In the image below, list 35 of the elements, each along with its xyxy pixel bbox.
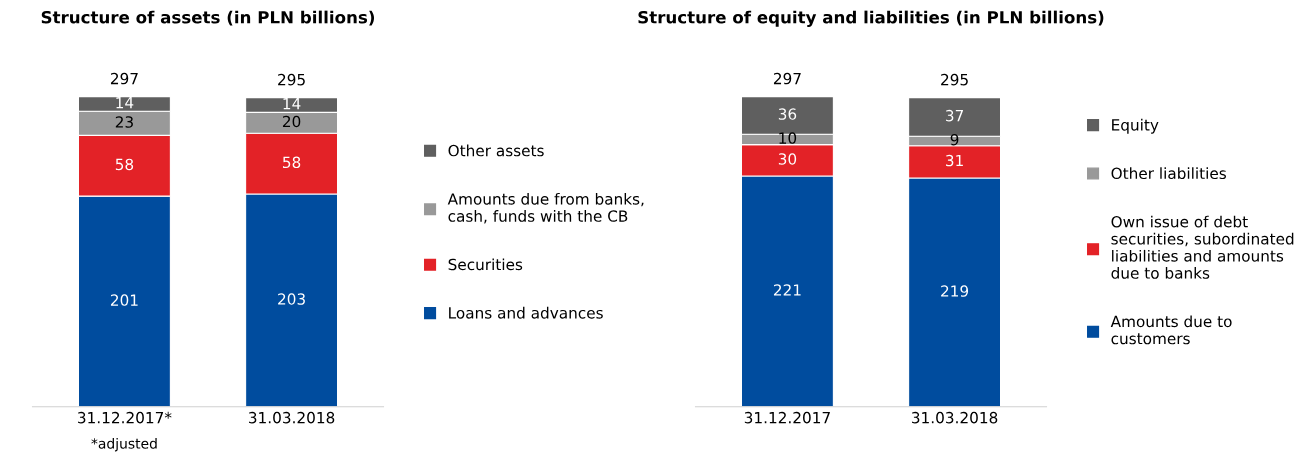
legend-label: Amounts due to customers xyxy=(1110,315,1232,345)
data-label: 14 xyxy=(116,97,134,109)
data-label: 58 xyxy=(283,156,301,169)
data-label: 20 xyxy=(282,115,301,128)
legend-label: Equity xyxy=(1112,118,1159,134)
x-tick-label: 31.12.2017 xyxy=(744,411,830,424)
x-tick-label: 31.03.2018 xyxy=(249,411,335,424)
legend-label: Other assets xyxy=(448,144,544,157)
total-label: 297 xyxy=(110,72,138,85)
x-tick-label: 31.12.2017* xyxy=(78,411,172,424)
data-label: 58 xyxy=(115,158,134,171)
legend-label: Amounts due from banks, cash, funds with the CB xyxy=(447,192,644,224)
total-label: 295 xyxy=(278,73,305,86)
total-label: 297 xyxy=(773,72,801,85)
data-label: 203 xyxy=(278,293,305,305)
data-label: 30 xyxy=(778,153,797,165)
x-tick-label: 31.03.2018 xyxy=(912,411,998,424)
data-label: 201 xyxy=(110,294,138,306)
data-label: 221 xyxy=(773,284,801,296)
chart-title: Structure of assets (in PLN billions) xyxy=(41,10,375,26)
legend-label: Own issue of debt securities, subordinated liabilities and amounts due to banks xyxy=(1111,215,1294,279)
total-label: 295 xyxy=(941,73,968,86)
data-label: 37 xyxy=(946,109,963,122)
data-label: 23 xyxy=(115,116,133,128)
data-label: 14 xyxy=(283,98,301,110)
chart-title: Structure of equity and liabilities (in PLN billions) xyxy=(638,10,1104,27)
data-label: 9 xyxy=(950,133,959,146)
data-label: 219 xyxy=(941,285,969,297)
legend-label: Securities xyxy=(448,258,523,271)
data-label: 36 xyxy=(778,108,797,120)
data-label: 31 xyxy=(946,154,963,167)
data-label: 10 xyxy=(779,132,797,144)
text: *adjusted xyxy=(91,437,157,452)
legend-label: Loans and advances xyxy=(449,306,603,319)
legend-label: Other liabilities xyxy=(1111,167,1226,180)
